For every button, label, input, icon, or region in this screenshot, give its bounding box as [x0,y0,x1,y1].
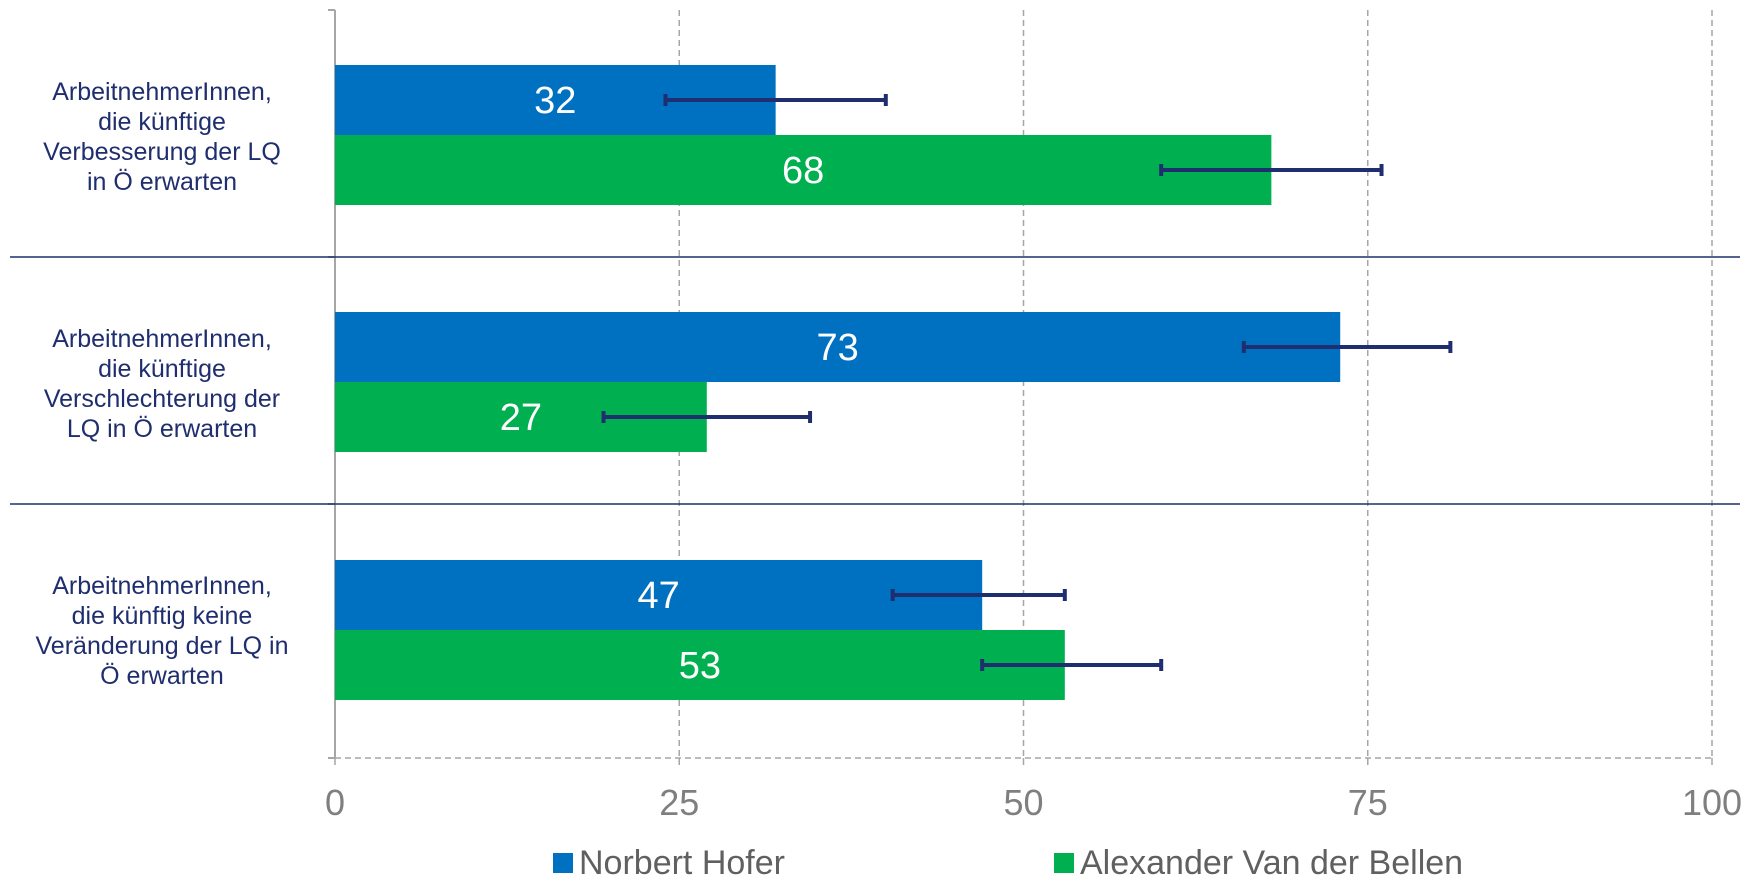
category-label-line: ArbeitnehmerInnen, [52,78,272,106]
legend-label-hofer: Norbert Hofer [579,843,785,882]
bar-hofer-2 [335,312,1341,382]
category-label-line: ArbeitnehmerInnen, [52,572,272,600]
x-tick-label-100: 100 [1682,782,1742,823]
legend-item-hofer: Norbert Hofer [553,843,785,882]
category-label-line: die künftig keine [71,602,253,630]
legend-swatch-hofer [553,853,573,873]
category-label-line: Veränderung der LQ in [35,632,289,660]
x-tick-label-50: 50 [1003,782,1043,823]
category-label-3: ArbeitnehmerInnen, die künftig keine Verän… [2,571,322,691]
legend-label-van-der-bellen: Alexander Van der Bellen [1080,843,1464,882]
category-label-2: ArbeitnehmerInnen, die künftige Verschlech… [2,324,322,444]
bar-label-van-der-bellen-2: 27 [500,397,542,439]
bar-label-hofer-2: 73 [816,327,858,369]
x-tick-label-0: 0 [325,782,345,823]
x-tick-label-75: 75 [1348,782,1388,823]
bar-label-hofer-1: 32 [534,80,576,122]
category-label-line: ArbeitnehmerInnen, [52,325,272,353]
x-tick-label-25: 25 [659,782,699,823]
category-label-line: in Ö erwarten [86,168,238,196]
category-label-line: LQ in Ö erwarten [66,415,258,443]
bar-van-der-bellen-1 [335,135,1272,205]
bar-label-van-der-bellen-1: 68 [782,150,824,192]
category-label-line: Verschlechterung der [43,385,281,413]
bar-hofer-3 [335,560,983,630]
bar-van-der-bellen-3 [335,630,1065,700]
category-label-line: Ö erwarten [100,662,224,690]
bar-label-hofer-3: 47 [637,575,679,617]
category-label-line: die künftige [98,108,226,136]
legend-swatch-van-der-bellen [1054,853,1074,873]
category-label-1: ArbeitnehmerInnen, die künftige Verbesseru… [2,77,322,197]
category-label-line: die künftige [98,355,226,383]
bar-label-van-der-bellen-3: 53 [679,645,721,687]
category-label-line: Verbesserung der LQ [43,138,281,166]
legend-item-van-der-bellen: Alexander Van der Bellen [1054,843,1464,882]
